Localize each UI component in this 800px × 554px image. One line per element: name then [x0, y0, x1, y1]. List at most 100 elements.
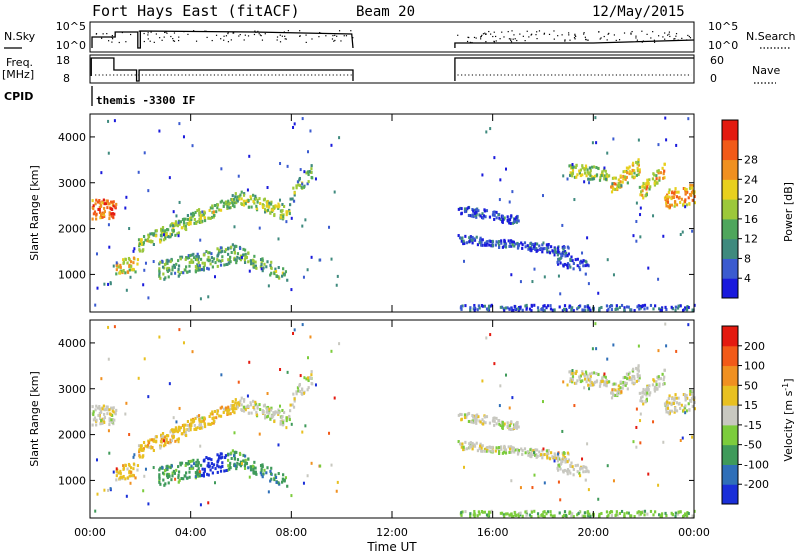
power-echo	[541, 243, 544, 247]
power-echo	[587, 282, 590, 286]
power-echo	[572, 165, 575, 169]
nsky-dot	[508, 38, 511, 40]
power-echo	[309, 170, 313, 174]
velocity-echo	[190, 422, 193, 426]
velocity-echo	[506, 424, 509, 428]
velocity-echo	[255, 410, 258, 414]
velocity-echo	[481, 449, 484, 453]
velocity-echo	[562, 380, 565, 384]
velocity-echo	[587, 383, 590, 387]
power-echo	[231, 243, 234, 247]
velocity-echo	[501, 426, 504, 430]
velocity-echo	[270, 477, 273, 481]
station-title: Fort Hays East (fitACF)	[92, 2, 300, 20]
power-echo	[633, 171, 636, 175]
velocity-echo	[628, 376, 631, 380]
power-echo	[529, 247, 532, 251]
power-echo	[304, 218, 307, 222]
power-echo	[158, 262, 161, 266]
power-echo	[306, 268, 309, 272]
power-echo	[686, 190, 689, 194]
velocity-echo	[657, 377, 660, 381]
velocity-echo	[623, 512, 626, 516]
velocity-echo	[687, 323, 690, 327]
power-echo	[219, 208, 223, 212]
power-echo	[507, 239, 510, 243]
power-echo	[557, 274, 560, 278]
power-echo	[525, 303, 528, 307]
power-echo	[584, 171, 587, 175]
power-echo	[285, 210, 288, 214]
velocity-echo	[484, 447, 487, 451]
velocity-echo	[122, 464, 125, 468]
power-echo	[227, 258, 230, 262]
velocity-echo	[649, 509, 653, 513]
power-echo	[622, 177, 625, 181]
velocity-echo	[99, 422, 102, 426]
nsky-dot	[165, 31, 167, 33]
velocity-echo	[483, 449, 487, 453]
velocity-echo	[639, 399, 642, 403]
power-echo	[178, 122, 181, 126]
power-echo	[163, 266, 166, 270]
power-echo	[572, 309, 575, 313]
power-echo	[281, 215, 284, 219]
velocity-echo	[210, 462, 213, 466]
velocity-echo	[243, 464, 247, 468]
power-echo	[660, 308, 663, 312]
velocity-echo	[591, 347, 594, 351]
nsky-dot	[574, 34, 576, 37]
xtick-label-3: 12:00	[376, 526, 408, 539]
power-echo	[482, 214, 486, 218]
power-echo	[508, 200, 511, 204]
velocity-echo	[187, 428, 190, 432]
power-echo	[280, 274, 284, 278]
nave-tick-low: 0	[710, 72, 717, 85]
power-echo	[138, 242, 142, 246]
velocity-echo	[191, 419, 195, 423]
velocity-echo	[475, 421, 478, 425]
velocity-echo	[520, 447, 523, 451]
velocity-echo	[556, 459, 559, 463]
velocity-echo	[679, 510, 682, 514]
power-echo	[128, 264, 131, 268]
velocity-echo	[136, 464, 140, 468]
velocity-echo	[209, 422, 212, 426]
power-echo	[254, 194, 257, 198]
power-echo	[692, 189, 695, 193]
nsky-dot	[681, 37, 683, 39]
power-echo	[333, 190, 336, 194]
velocity-echo	[513, 510, 516, 514]
power-echo	[543, 247, 546, 251]
velocity-echo	[652, 513, 655, 517]
power-echo	[142, 234, 146, 238]
velocity-echo	[259, 471, 262, 475]
power-echo	[536, 306, 540, 310]
velocity-echo	[484, 421, 487, 425]
velocity-echo	[633, 381, 636, 385]
velocity-echo	[213, 481, 216, 485]
velocity-echo	[566, 451, 569, 455]
velocity-echo	[232, 403, 236, 407]
power-echo	[619, 185, 622, 189]
nsky-dot	[471, 41, 473, 44]
power-echo	[664, 305, 667, 309]
power-echo	[631, 168, 634, 172]
velocity-echo	[167, 481, 170, 485]
velocity-colorbar-tick-label-7: -200	[744, 478, 769, 491]
nsky-dot	[111, 38, 114, 40]
power-echo	[177, 269, 180, 273]
velocity-echo	[244, 408, 247, 412]
power-echo	[124, 258, 127, 262]
power-echo	[567, 252, 570, 256]
nsky-label: N.Sky	[4, 30, 36, 43]
power-echo	[473, 237, 476, 241]
velocity-echo	[528, 513, 532, 517]
velocity-echo	[137, 444, 141, 448]
velocity-echo	[163, 468, 167, 472]
nsky-dot	[336, 35, 338, 37]
power-echo	[571, 259, 574, 263]
power-echo	[487, 306, 491, 310]
velocity-echo	[527, 451, 530, 455]
